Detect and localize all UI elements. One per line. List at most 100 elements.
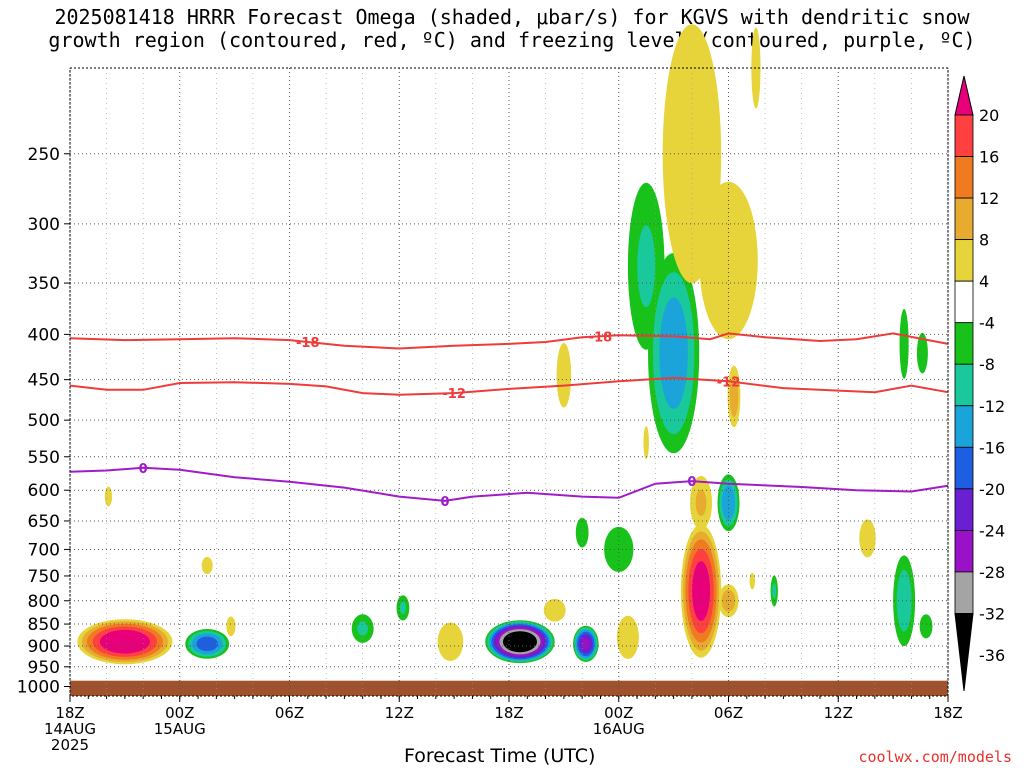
- omega-cell: [396, 595, 410, 621]
- contour-label: 0: [687, 475, 696, 490]
- contour-label: 0: [440, 495, 449, 510]
- colorbar: 20 16 12 8 4 -4 -8 -12 -16 -20 -24 -28 -32 -36: [954, 75, 1005, 692]
- colorbar-label: 12: [979, 189, 999, 208]
- omega-shade: [695, 489, 707, 516]
- omega-shade: [896, 570, 912, 632]
- colorbar-swatch: [954, 488, 974, 531]
- colorbar-swatch: [954, 405, 974, 448]
- y-tick-label: 450: [28, 371, 60, 391]
- grid-layer: [69, 68, 949, 696]
- title-line-1: 2025081418 HRRR Forecast Omega (shaded, …: [54, 5, 970, 29]
- contour-label: -12: [442, 387, 466, 402]
- contour-line: [69, 332, 949, 350]
- omega-shade: [692, 561, 711, 621]
- colorbar-label: 20: [979, 106, 999, 125]
- omega-cell: [226, 616, 236, 637]
- x-tick-label: 16AUG: [593, 720, 645, 738]
- omega-cell: [919, 614, 933, 639]
- colorbar-swatch: [954, 156, 974, 199]
- y-tick-label: 400: [28, 325, 60, 345]
- omega-shade: [399, 601, 407, 615]
- omega-cell: [616, 615, 639, 660]
- omega-shade: [729, 375, 739, 418]
- y-tick-label: 1000: [17, 678, 60, 698]
- omega-cell: [859, 519, 876, 558]
- omega-cell: [690, 475, 713, 530]
- x-tick-label: 12Z: [385, 704, 414, 722]
- y-tick-label: 500: [28, 411, 60, 431]
- contour-label: -12: [717, 375, 741, 390]
- credit-link[interactable]: coolwx.com/models: [858, 748, 1012, 766]
- y-tick-label: 700: [28, 540, 60, 560]
- colorbar-label: 16: [979, 148, 999, 167]
- contour-layer: -18 -18 -12 -12 0 0 0: [69, 330, 949, 510]
- colorbar-swatch: [954, 114, 974, 157]
- contour-label: -18: [589, 330, 613, 345]
- colorbar-label: 4: [979, 272, 989, 291]
- colorbar-swatch: [954, 363, 974, 407]
- axis-tick-layer: 2503003504004505005506006507007508008509…: [17, 145, 963, 754]
- colorbar-label: -32: [979, 604, 1005, 623]
- omega-shade: [749, 572, 756, 590]
- title-line-2: growth region (contoured, red, ºC) and f…: [48, 28, 976, 52]
- y-tick-label: 750: [28, 567, 60, 587]
- colorbar-bottom-arrow: [954, 612, 974, 692]
- omega-shade: [104, 486, 113, 507]
- omega-cell: [749, 572, 756, 590]
- colorbar-swatch: [954, 239, 974, 282]
- colorbar-label: -16: [979, 438, 1005, 457]
- colorbar-label: -8: [979, 355, 995, 374]
- x-tick-label: 12Z: [824, 704, 853, 722]
- omega-cell: [575, 517, 589, 548]
- omega-shade: [575, 517, 589, 548]
- omega-shade: [659, 297, 688, 409]
- colorbar-label: -36: [979, 646, 1005, 665]
- x-tick-label: 2025: [51, 736, 89, 754]
- colorbar-swatch: [954, 529, 974, 573]
- omega-shade: [916, 332, 928, 374]
- colorbar-swatch: [954, 280, 974, 324]
- colorbar-label: -28: [979, 563, 1005, 582]
- omega-shade: [196, 636, 218, 652]
- colorbar-swatch: [954, 446, 974, 490]
- omega-shade: [772, 583, 777, 599]
- omega-shade: [502, 631, 538, 653]
- omega-shade: [581, 638, 590, 650]
- omega-cell: [77, 619, 173, 665]
- omega-shade: [543, 598, 566, 622]
- omega-cell: [648, 252, 700, 454]
- contour-line: [69, 466, 949, 502]
- x-tick-label: 14AUG: [44, 720, 96, 738]
- omega-shade: [437, 622, 464, 662]
- x-tick-label: 06Z: [714, 704, 743, 722]
- omega-cell: [201, 556, 213, 575]
- x-tick-label: 15AUG: [154, 720, 206, 738]
- y-tick-label: 550: [28, 448, 60, 468]
- omega-shade: [859, 519, 876, 558]
- colorbar-label: -24: [979, 521, 1005, 540]
- y-tick-label: 250: [28, 145, 60, 165]
- omega-shade: [721, 485, 736, 520]
- omega-cell: [680, 524, 722, 658]
- x-tick-label: 00Z: [604, 704, 633, 722]
- omega-cell: [573, 625, 599, 662]
- y-tick-label: 650: [28, 512, 60, 532]
- omega-cell: [916, 332, 928, 374]
- colorbar-top-arrow: [954, 75, 974, 116]
- omega-shade: [643, 426, 649, 460]
- omega-shade: [919, 614, 933, 639]
- y-tick-label: 600: [28, 481, 60, 501]
- omega-cell: [556, 343, 572, 408]
- omega-cell: [543, 598, 566, 622]
- omega-cell: [770, 575, 778, 607]
- omega-cell: [893, 555, 916, 647]
- omega-shade: [201, 556, 213, 575]
- colorbar-label: 8: [979, 231, 989, 250]
- omega-shade: [99, 629, 150, 654]
- x-axis-label: Forecast Time (UTC): [404, 745, 596, 767]
- omega-cell: [485, 620, 555, 664]
- chart-title: 2025081418 HRRR Forecast Omega (shaded, …: [0, 6, 1024, 52]
- colorbar-swatch: [954, 571, 974, 614]
- colorbar-label: -20: [979, 480, 1005, 499]
